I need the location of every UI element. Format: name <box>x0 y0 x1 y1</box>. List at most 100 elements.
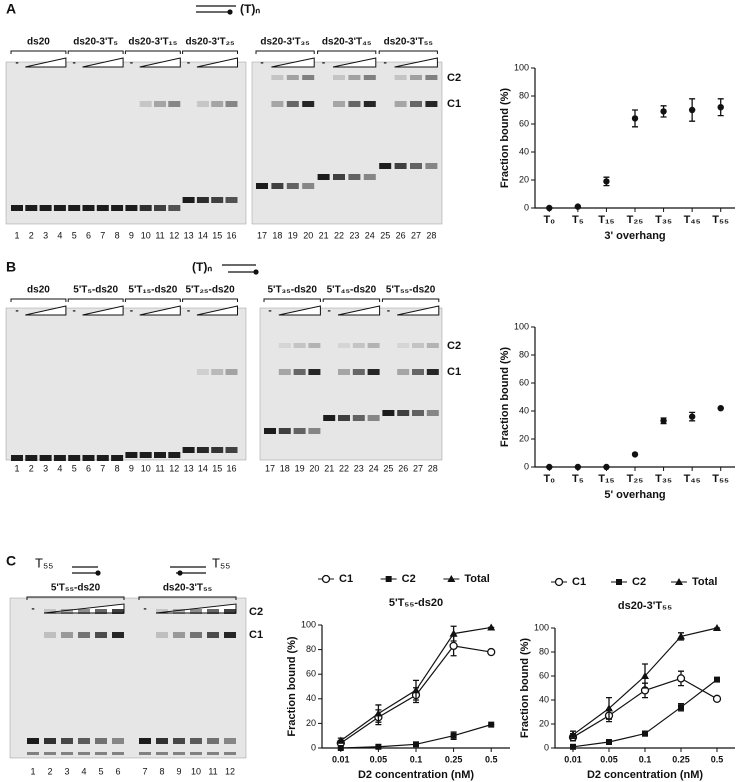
marker <box>717 405 724 412</box>
gel-band <box>302 183 315 189</box>
minus-sign: - <box>73 58 76 69</box>
minus-sign: - <box>143 604 146 615</box>
gel-band <box>286 75 299 80</box>
lane-number: 23 <box>349 230 359 240</box>
bracket <box>263 298 321 302</box>
lane-number: 8 <box>115 230 120 240</box>
gel-band <box>53 205 66 211</box>
gel-band <box>39 455 52 461</box>
x-axis-label: 3' overhang <box>604 230 665 242</box>
legend-label: Total <box>464 573 489 585</box>
gel-band <box>225 197 238 203</box>
gel-band <box>112 609 124 614</box>
lane-number: 4 <box>81 766 86 776</box>
lane-group-label: 5'T₅-ds20 <box>73 285 118 296</box>
gel-band <box>154 452 166 458</box>
gel-band <box>44 738 56 744</box>
gel-band <box>139 452 152 458</box>
lane-number: 12 <box>225 766 235 776</box>
gel-band <box>425 101 438 107</box>
gel-band <box>61 632 73 638</box>
titration-wedge <box>271 57 315 68</box>
gel-band <box>363 75 376 80</box>
marker <box>336 736 345 744</box>
lane-number: 19 <box>288 230 298 240</box>
minus-sign: - <box>387 306 390 317</box>
gel-band <box>410 163 422 169</box>
gel-band <box>96 455 109 461</box>
gel-band <box>302 75 315 80</box>
legend-label: C1 <box>339 573 353 585</box>
x-tick-label: 0.01 <box>564 754 582 764</box>
titration-wedge <box>139 57 181 68</box>
bracket <box>10 298 67 302</box>
x-axis-label: D2 concentration (nM) <box>587 769 703 781</box>
marker <box>569 730 577 738</box>
legend-label: C2 <box>632 576 646 588</box>
y-tick-label: 100 <box>514 321 529 331</box>
x-tick-label: T₅₅ <box>712 473 729 485</box>
gel-band <box>68 205 81 211</box>
y-tick-label: 100 <box>534 622 549 632</box>
marker <box>321 574 331 584</box>
band-label: C2 <box>447 72 461 84</box>
gel-band <box>207 752 219 755</box>
gel-band <box>96 205 109 211</box>
gel-band <box>379 163 392 169</box>
lane-number: 11 <box>155 230 164 240</box>
gel-band <box>224 609 236 614</box>
gel-band <box>348 75 361 80</box>
gel-band <box>225 369 238 375</box>
lane-number: 27 <box>413 463 423 473</box>
x-tick-label: T₃₅ <box>655 473 672 485</box>
lane-number: 6 <box>115 766 120 776</box>
schematic-label: (T)ₙ <box>192 260 212 274</box>
gel-band <box>271 101 284 107</box>
lane-number: 3 <box>64 766 69 776</box>
x-tick-label: 0.5 <box>711 754 724 764</box>
marker <box>487 623 496 631</box>
marker <box>717 104 724 111</box>
gel-band <box>224 752 236 755</box>
lane-group-label: ds20-3'T₅ <box>73 37 118 48</box>
gel-band <box>68 455 81 461</box>
gel-band <box>412 410 424 416</box>
y-tick-label: 60 <box>519 377 529 387</box>
gel-band <box>397 343 410 348</box>
x-axis-label: D2 concentration (nM) <box>358 769 474 781</box>
marker <box>375 743 382 750</box>
gel-band <box>382 410 395 416</box>
y-axis-label: Fraction bound (%) <box>286 636 298 737</box>
gel-band <box>78 609 90 614</box>
lane-number: 10 <box>141 230 151 240</box>
lane-number: 16 <box>226 230 236 240</box>
band-label: C1 <box>447 98 461 110</box>
y-axis-label: Fraction bound (%) <box>519 638 531 739</box>
lane-number: 5 <box>72 463 77 473</box>
gel-band <box>78 738 90 744</box>
lane-number: 18 <box>280 463 290 473</box>
tag <box>177 570 183 576</box>
minus-sign: - <box>187 306 190 317</box>
panel-letter: A <box>6 1 16 17</box>
gel-band <box>154 205 166 211</box>
x-tick-label: 0.01 <box>332 754 350 764</box>
lane-number: 20 <box>303 230 313 240</box>
x-tick-label: 0.25 <box>672 754 690 764</box>
lane-group-label: ds20-3'T₅₅ <box>163 583 213 594</box>
gel-band <box>410 75 422 80</box>
schematic-label: (T)ₙ <box>240 2 260 16</box>
marker <box>616 579 622 585</box>
gel-band <box>207 609 219 614</box>
gel-band <box>139 738 151 744</box>
gel-band <box>367 343 380 348</box>
gel-band <box>308 369 321 375</box>
gel-band <box>82 455 95 461</box>
marker <box>631 451 639 458</box>
gel-band <box>168 101 181 107</box>
x-tick-label: 0.5 <box>485 754 498 764</box>
y-tick-label: 0 <box>311 742 316 752</box>
schematic-label: T₅₅ <box>212 555 230 570</box>
titration-wedge <box>25 57 67 68</box>
lane-number: 4 <box>57 463 62 473</box>
